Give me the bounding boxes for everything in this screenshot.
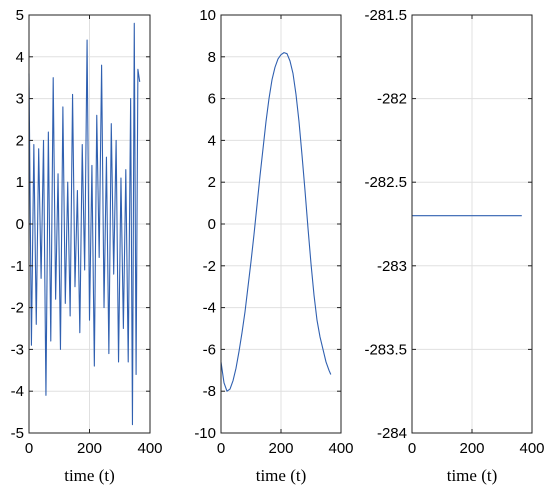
y-tick-label: 8 bbox=[208, 49, 216, 66]
y-tick-label: 4 bbox=[16, 49, 24, 66]
y-tick-label: -2 bbox=[11, 300, 24, 317]
y-tick-label: -283 bbox=[377, 258, 407, 275]
y-tick-label: 4 bbox=[208, 132, 216, 149]
x-tick-label: 200 bbox=[459, 440, 484, 457]
y-tick-label: 2 bbox=[16, 132, 24, 149]
x-tick-label: 0 bbox=[408, 440, 416, 457]
x-tick-label: 400 bbox=[519, 440, 544, 457]
y-tick-label: -2 bbox=[203, 258, 216, 275]
y-tick-label: 6 bbox=[208, 91, 216, 108]
y-tick-label: 0 bbox=[16, 216, 24, 233]
x-tick-label: 400 bbox=[328, 440, 353, 457]
x-tick-label: 0 bbox=[25, 440, 33, 457]
x-tick-label: 200 bbox=[77, 440, 102, 457]
subplot-1: 0 200 400 -5 -4 -3 -2 -1 0 1 2 3 4 5 time (t) bbox=[11, 7, 163, 485]
y-tick-label: -5 bbox=[11, 425, 24, 442]
y-tick-label: -4 bbox=[11, 383, 24, 400]
subplot-2: 0 200 400 -10 -8 -6 -4 -2 0 2 4 6 8 10 time (t) bbox=[194, 7, 353, 485]
y-tick-label: -281.5 bbox=[364, 7, 407, 24]
series-line-1 bbox=[28, 22, 141, 426]
x-tick-label: 0 bbox=[217, 440, 225, 457]
x-tick-label: 200 bbox=[268, 440, 293, 457]
x-axis-label: time (t) bbox=[64, 466, 115, 485]
x-axis-label: time (t) bbox=[447, 466, 498, 485]
y-tick-label: -282.5 bbox=[364, 174, 407, 191]
subplot-3: 0 200 400 -284 -283.5 -283 -282.5 -282 -281.5 tim… bbox=[364, 7, 544, 485]
y-tick-label: 2 bbox=[208, 174, 216, 191]
y-tick-label: -3 bbox=[11, 341, 24, 358]
y-tick-label: -1 bbox=[11, 258, 24, 275]
x-axis-label: time (t) bbox=[256, 466, 307, 485]
y-tick-label: -4 bbox=[203, 300, 216, 317]
y-tick-label: -283.5 bbox=[364, 341, 407, 358]
y-tick-label: -282 bbox=[377, 91, 407, 108]
y-tick-label: 5 bbox=[16, 7, 24, 24]
y-tick-label: -10 bbox=[194, 425, 216, 442]
y-tick-label: -284 bbox=[377, 425, 407, 442]
y-tick-label: -6 bbox=[203, 341, 216, 358]
y-tick-label: 3 bbox=[16, 91, 24, 108]
y-tick-label: 1 bbox=[16, 174, 24, 191]
series-line-1 bbox=[220, 52, 332, 392]
x-tick-label: 400 bbox=[137, 440, 162, 457]
y-tick-label: 0 bbox=[208, 216, 216, 233]
y-tick-label: 10 bbox=[199, 7, 216, 24]
y-tick-label: -8 bbox=[203, 383, 216, 400]
